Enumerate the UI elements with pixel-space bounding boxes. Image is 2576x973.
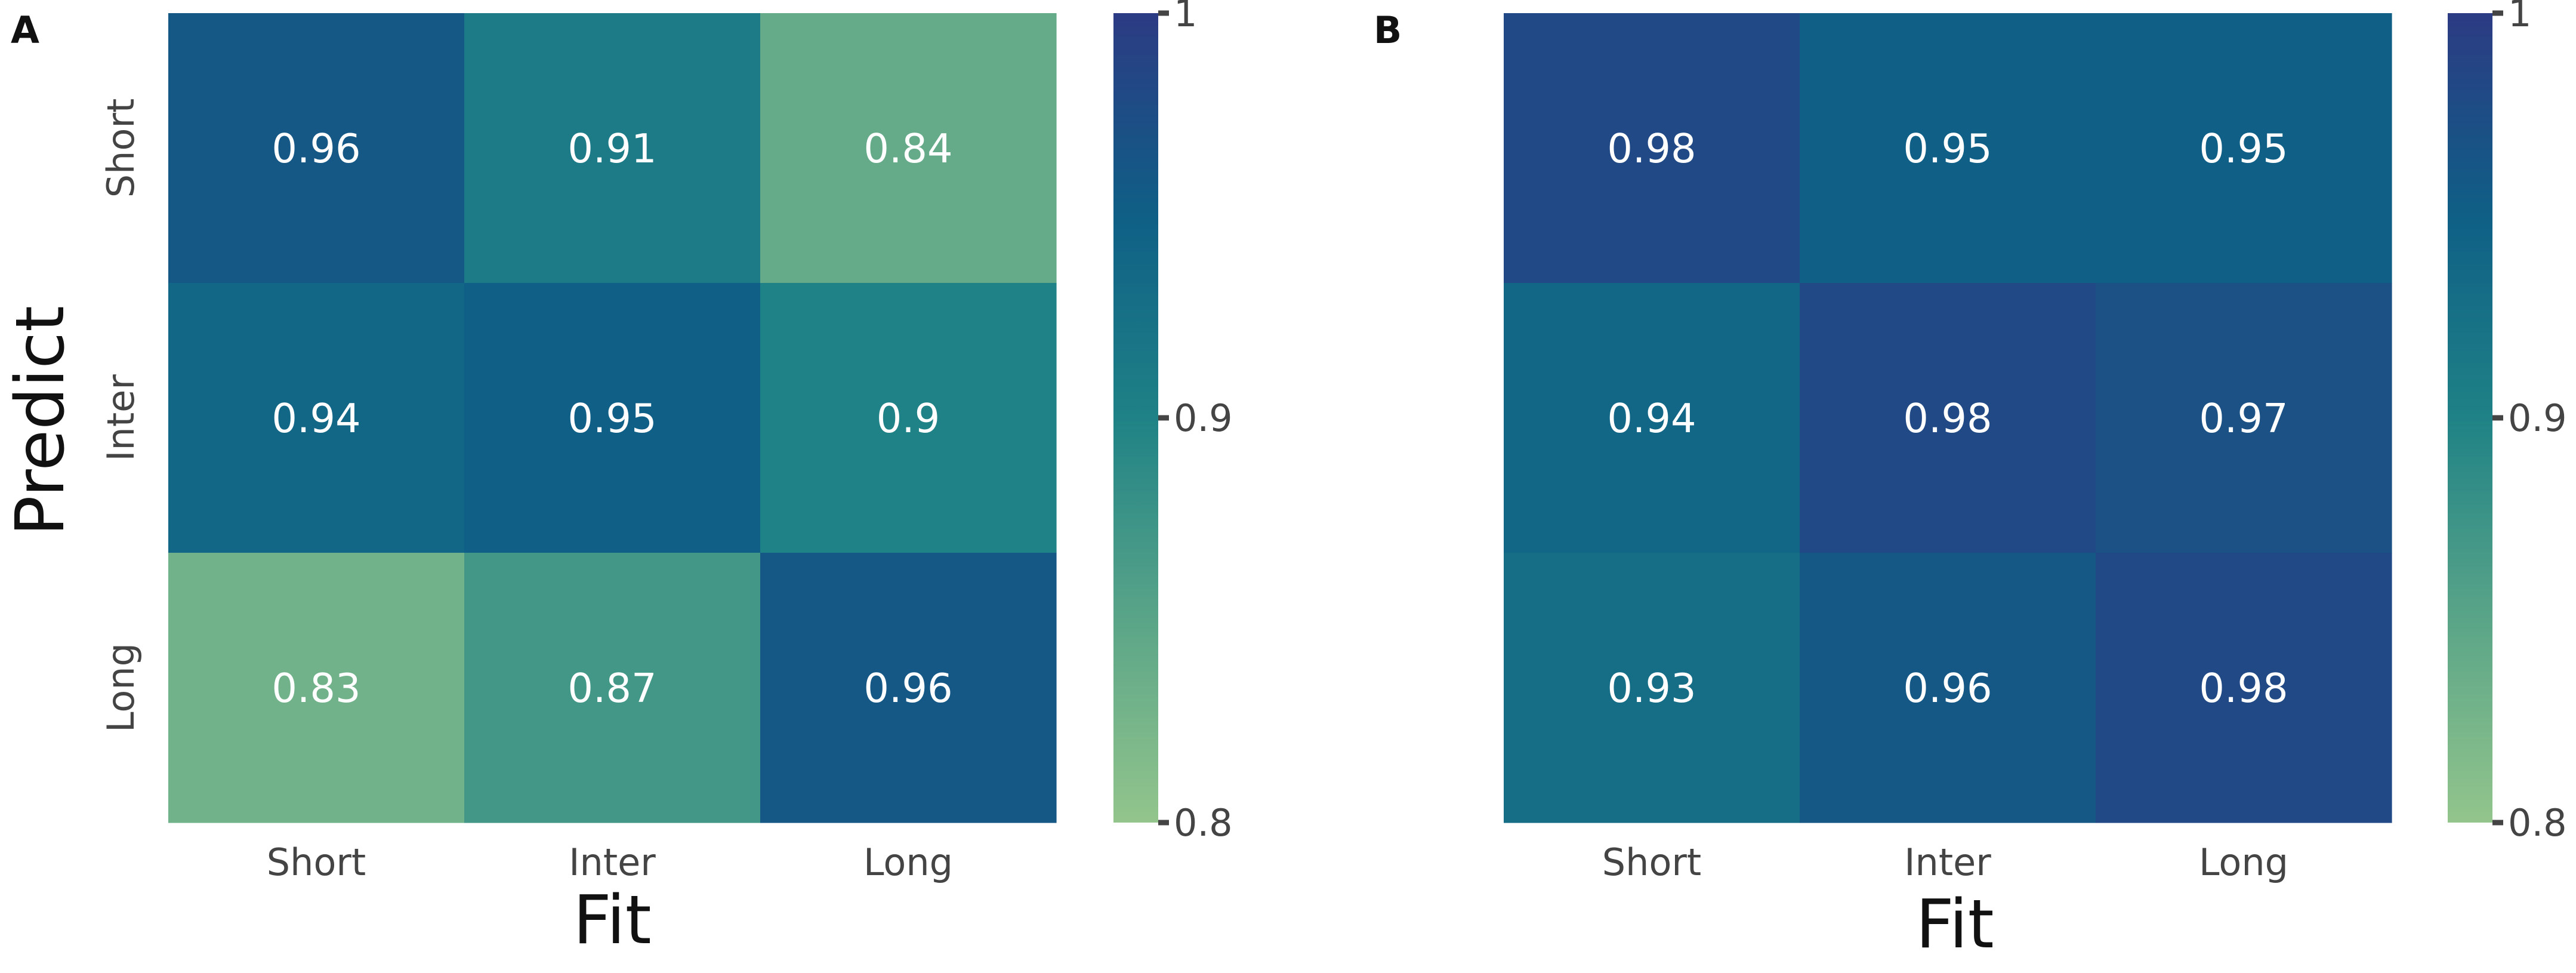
cell-value-label: 0.94 [1607, 395, 1696, 442]
cell-value-label: 0.83 [272, 665, 360, 712]
cell-value-label: 0.98 [1607, 125, 1696, 172]
cell-value-label: 0.95 [567, 395, 656, 442]
cell-value-label: 0.96 [1903, 665, 1992, 712]
colorbar-tick-label: 0.8 [1174, 801, 1233, 845]
x-tick-label: Inter [1904, 840, 1991, 884]
x-tick-label: Long [2199, 840, 2288, 884]
y-tick-label: Long [99, 643, 143, 732]
heatmap-cell [760, 553, 1057, 823]
heatmap-cell [2096, 13, 2392, 284]
cell-value-label: 0.98 [2199, 665, 2288, 712]
heatmap-cell [2096, 553, 2392, 823]
heatmap-cell [2096, 283, 2392, 553]
colorbar-tick-label: 0.9 [1174, 396, 1233, 440]
heatmap-panel-a: A 0.96 0.91 0.840.94 0.95 0.90.83 0.87 0.96 Sh… [2, 0, 1233, 959]
x-tick-labels-b: Short Inter Long [1602, 840, 2288, 884]
cell-value-label: 0.96 [272, 125, 360, 172]
panel-label-b: B [1374, 8, 1402, 52]
x-tick-label: Inter [569, 840, 656, 884]
panel-label-a: A [11, 8, 39, 52]
cell-value-label: 0.93 [1607, 665, 1696, 712]
x-tick-label: Short [267, 840, 366, 884]
x-tick-label: Long [863, 840, 953, 884]
colorbar-tick-label: 0.8 [2508, 801, 2567, 845]
heatmap-cell [1504, 553, 1800, 823]
heatmap-cell [1800, 553, 2096, 823]
colorbar-gradient [1113, 13, 1158, 823]
heatmap-cells-b: 0.98 0.95 0.95 0.94 0.98 0.97 0.93 0.96 0.98 [1504, 13, 2392, 823]
cell-value-label: 0.84 [863, 125, 952, 172]
colorbar-a: 1 0.9 0.8 [1113, 0, 1233, 845]
cell-value-label: 0.9 [877, 395, 940, 442]
heatmap-cell [168, 553, 465, 823]
colorbar-tick-label: 0.9 [2508, 396, 2567, 440]
cell-value-label: 0.98 [1903, 395, 1992, 442]
heatmap-panel-b: B 0.98 0.95 0.95 0.94 0.98 0.97 0.93 0.96 0.98 S… [1374, 0, 2567, 963]
cell-value-label: 0.87 [567, 665, 656, 712]
y-tick-label: Short [99, 98, 143, 198]
y-tick-label: Inter [99, 374, 143, 461]
heatmap-cell [168, 13, 465, 284]
colorbar-gradient [2448, 13, 2492, 823]
x-tick-label: Short [1602, 840, 1701, 884]
heatmap-cell [1800, 283, 2096, 553]
colorbar-tick-label: 1 [2508, 0, 2531, 35]
cell-value-label: 0.91 [567, 125, 656, 172]
heatmap-cell [760, 283, 1057, 553]
x-axis-title-a: Fit [573, 882, 651, 959]
colorbar-tick-label: 1 [1174, 0, 1197, 35]
cell-value-label: 0.94 [272, 395, 360, 442]
heatmap-cell [168, 283, 465, 553]
heatmap-cell [760, 13, 1057, 284]
y-axis-title-a: Predict [2, 306, 79, 536]
heatmap-cell [1504, 13, 1800, 284]
cell-value-label: 0.95 [1903, 125, 1992, 172]
y-tick-labels-a: Short Inter Long [99, 98, 143, 732]
heatmap-cells-a: 0.96 0.91 0.84 0.94 0.95 0.9 0.83 0.87 0.96 [168, 13, 1057, 823]
cell-value-label: 0.97 [2199, 395, 2288, 442]
heatmap-cell [464, 553, 761, 823]
colorbar-b: 1 0.9 0.8 [2448, 0, 2567, 845]
x-tick-labels-a: Short Inter Long [267, 840, 953, 884]
x-axis-title-b: Fit [1915, 886, 1994, 963]
heatmap-cell [1800, 13, 2096, 284]
heatmap-cell [1504, 283, 1800, 553]
heatmap-cell [464, 13, 761, 284]
heatmap-cell [464, 283, 761, 553]
cell-value-label: 0.96 [863, 665, 952, 712]
cell-value-label: 0.95 [2199, 125, 2288, 172]
